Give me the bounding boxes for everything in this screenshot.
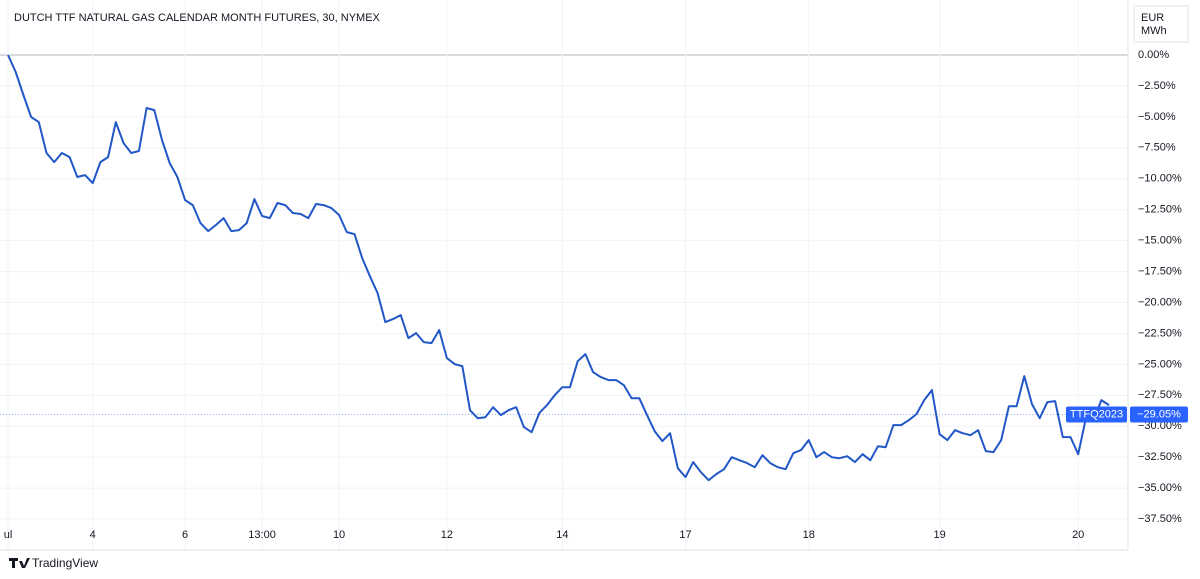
y-tick-label: −27.50%: [1138, 389, 1182, 401]
brand: TradingView: [32, 556, 98, 570]
y-tick-label: −10.00%: [1138, 173, 1182, 185]
x-tick-label: ul: [4, 529, 13, 541]
y-tick-label: −30.00%: [1138, 420, 1182, 432]
y-tick-label: −2.50%: [1138, 80, 1176, 92]
y-tick-label: −37.50%: [1138, 513, 1182, 525]
x-tick-label: 4: [90, 529, 96, 541]
x-tick-label: 10: [333, 529, 345, 541]
price-tag-label: −29.05%: [1137, 408, 1181, 420]
y-tick-label: −35.00%: [1138, 482, 1182, 494]
y-tick-label: −7.50%: [1138, 142, 1176, 154]
x-tick-label: 18: [803, 529, 815, 541]
symbol-tag: [1066, 406, 1127, 423]
y-tick-label: 0.00%: [1138, 49, 1169, 61]
y-tick-label: −15.00%: [1138, 235, 1182, 247]
x-tick-label: 14: [556, 529, 568, 541]
x-tick-label: 19: [933, 529, 945, 541]
y-tick-label: −12.50%: [1138, 204, 1182, 216]
y-tick-label: −5.00%: [1138, 111, 1176, 123]
price-line: [7, 54, 1110, 482]
symbol-tag-label: TTFQ2023: [1070, 408, 1123, 420]
y-tick-label: −25.00%: [1138, 358, 1182, 370]
x-tick-label: 13:00: [248, 529, 276, 541]
x-tick-label: 12: [441, 529, 453, 541]
y-tick-label: −32.50%: [1138, 451, 1182, 463]
unit-box: [1133, 5, 1189, 43]
unit-label: EUR MWh: [1141, 12, 1167, 37]
y-tick-label: −22.50%: [1138, 327, 1182, 339]
x-tick-label: 17: [679, 529, 691, 541]
grid: [0, 0, 1128, 550]
y-tick-label: −17.50%: [1138, 265, 1182, 277]
y-tick-label: −20.00%: [1138, 296, 1182, 308]
tradingview-logo: [9, 558, 30, 568]
price-tag: [1130, 406, 1188, 423]
x-tick-label: 20: [1072, 529, 1084, 541]
chart-title: DUTCH TTF NATURAL GAS CALENDAR MONTH FUT…: [14, 12, 381, 24]
x-tick-label: 6: [182, 529, 188, 541]
